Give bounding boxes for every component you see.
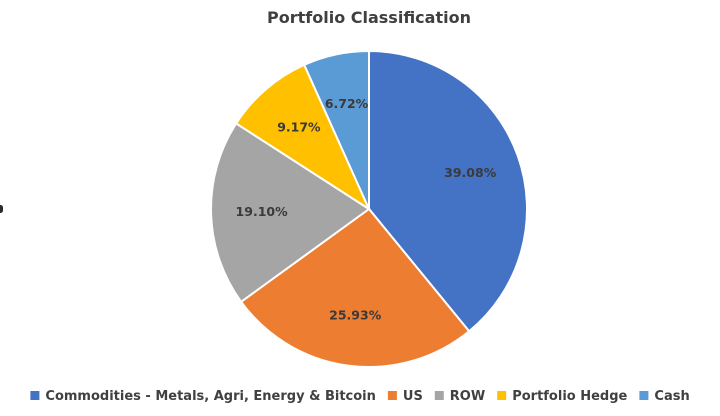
pie-slice-us <box>239 207 471 368</box>
legend-label-us: US <box>403 389 423 404</box>
data-label-cash: 6.72% <box>325 96 369 111</box>
legend-item-portfolio-hedge: Portfolio Hedge <box>497 389 628 404</box>
legend-swatch-us <box>387 391 397 400</box>
edge-marker <box>0 205 3 213</box>
chart-title: Portfolio Classification <box>267 8 471 27</box>
pie-slice-row <box>210 122 371 304</box>
pie-slice-cash <box>302 49 370 210</box>
pie-slice-commodities-metals-agri-energy-bitcoin <box>368 49 528 333</box>
legend-item-cash: Cash <box>639 389 690 404</box>
legend-item-us: US <box>387 389 423 404</box>
legend-item-commodities-metals-agri-energy-bitcoin: Commodities - Metals, Agri, Energy & Bit… <box>30 389 376 404</box>
data-label-us: 25.93% <box>329 308 382 323</box>
pie-slices <box>210 49 528 368</box>
legend-swatch-commodities-metals-agri-energy-bitcoin <box>30 391 40 400</box>
legend-label-portfolio-hedge: Portfolio Hedge <box>512 389 627 404</box>
data-label-commodities-metals-agri-energy-bitcoin: 39.08% <box>444 165 497 180</box>
legend: Commodities - Metals, Agri, Energy & Bit… <box>30 389 690 404</box>
legend-label-row: ROW <box>450 389 485 404</box>
legend-swatch-portfolio-hedge <box>497 391 507 400</box>
legend-swatch-cash <box>639 391 649 400</box>
data-label-row: 19.10% <box>236 204 289 219</box>
data-label-portfolio-hedge: 9.17% <box>277 120 321 135</box>
slice-labels: 39.08% 25.93% 19.10% 9.17% 6.72% <box>236 96 497 323</box>
legend-label-cash: Cash <box>654 389 689 404</box>
legend-item-row: ROW <box>434 389 485 404</box>
legend-label-commodities-metals-agri-energy-bitcoin: Commodities - Metals, Agri, Energy & Bit… <box>45 389 375 404</box>
legend-swatch-row <box>434 391 444 400</box>
pie-slice-portfolio-hedge <box>234 63 372 212</box>
